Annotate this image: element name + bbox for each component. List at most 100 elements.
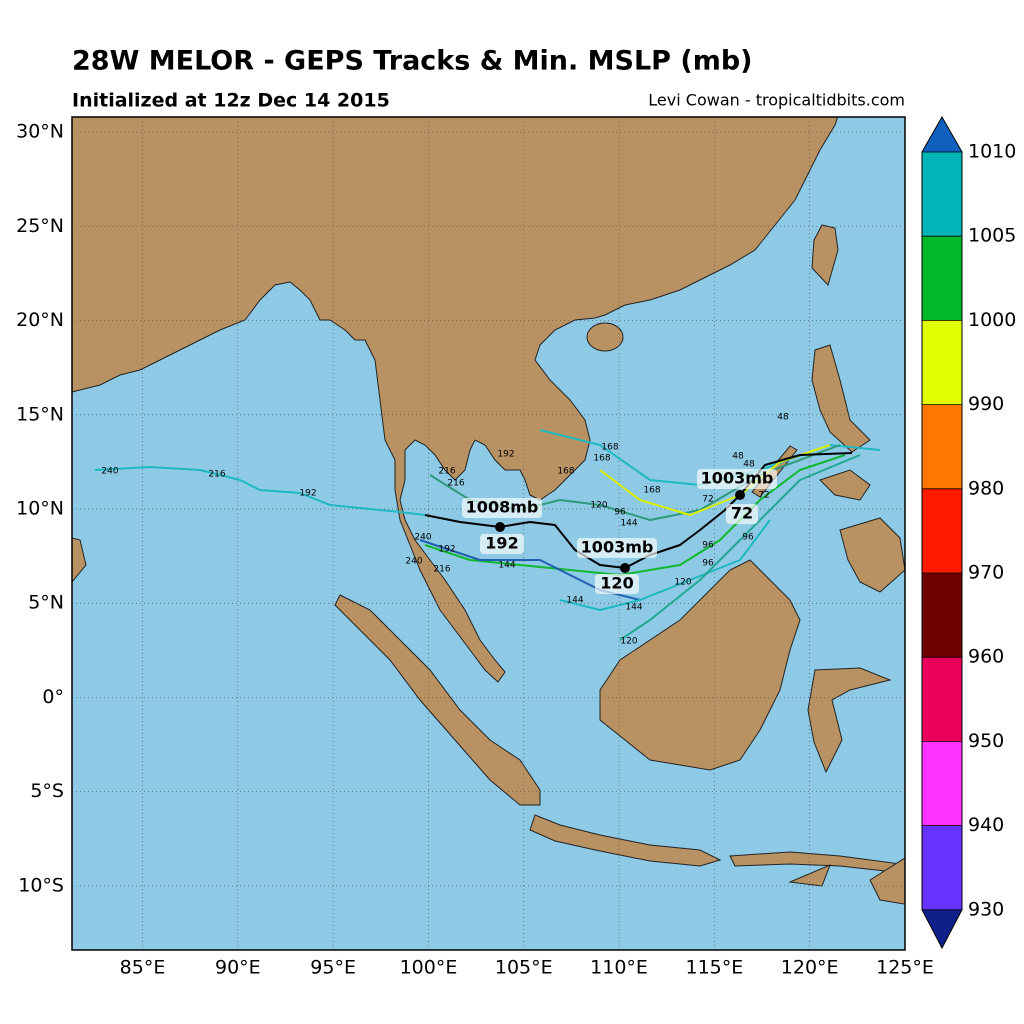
subtitle: Initialized at 12z Dec 14 2015 bbox=[72, 90, 390, 112]
colorbar-segment bbox=[922, 404, 962, 489]
taiwan bbox=[811, 224, 839, 286]
colorbar-label: 940 bbox=[968, 814, 1004, 836]
colorbar-extend-bottom bbox=[922, 909, 962, 948]
colorbar-label: 990 bbox=[968, 393, 1004, 415]
annotation: 1003mb bbox=[701, 469, 774, 488]
colorbar-extend-top bbox=[922, 117, 962, 152]
lat-label: 5°S bbox=[30, 780, 64, 802]
mindanao bbox=[839, 517, 905, 593]
annotation-bg bbox=[595, 574, 639, 594]
lon-label: 100°E bbox=[400, 957, 458, 979]
lon-label: 115°E bbox=[685, 957, 743, 979]
hour-label: 48 bbox=[777, 413, 789, 423]
hour-label: 96 bbox=[742, 533, 754, 543]
hour-label: 240 bbox=[414, 533, 431, 543]
java bbox=[529, 814, 722, 867]
hour-label: 96 bbox=[702, 541, 714, 551]
colorbar-segment bbox=[922, 236, 962, 321]
colorbar-label: 930 bbox=[968, 898, 1004, 920]
hour-label: 168 bbox=[601, 443, 618, 453]
colorbar-label: 1010 bbox=[968, 141, 1016, 163]
hour-label: 144 bbox=[498, 561, 515, 571]
colorbar-label: 960 bbox=[968, 646, 1004, 668]
lon-label: 120°E bbox=[781, 957, 839, 979]
labels: 240 2161922162162401922402161921681681681… bbox=[101, 413, 789, 647]
lat-label: 25°N bbox=[16, 215, 64, 237]
sumatra bbox=[334, 594, 541, 806]
colorbar-label: 950 bbox=[968, 730, 1004, 752]
hour-label: 216 bbox=[447, 479, 464, 489]
lat-label: 0° bbox=[42, 686, 64, 708]
map: 240 2161922162162401922402161921681681681… bbox=[72, 117, 905, 950]
colorbar: 1010 1005 1000 990 980 970 960 950 940 930 bbox=[921, 115, 1016, 950]
hour-label: 96 bbox=[614, 508, 626, 518]
new-guinea bbox=[869, 857, 905, 905]
hour-label: 216 bbox=[433, 565, 450, 575]
hour-label: 168 bbox=[557, 467, 574, 477]
lat-label: 30°N bbox=[16, 121, 64, 143]
annotation-bg bbox=[577, 538, 657, 558]
map-frame bbox=[71, 116, 906, 951]
hour-label: 168 bbox=[593, 454, 610, 464]
hour-label: 192 bbox=[299, 489, 316, 499]
track bbox=[94, 466, 426, 516]
annotation: 1003mb bbox=[581, 538, 654, 557]
hour-label: 96 bbox=[702, 559, 714, 569]
hour-label: 120 bbox=[590, 501, 607, 511]
lon-label: 85°E bbox=[120, 957, 166, 979]
colorbar-segment bbox=[922, 657, 962, 742]
lat-label: 15°N bbox=[16, 403, 64, 425]
track bbox=[619, 454, 861, 641]
title: 28W MELOR - GEPS Tracks & Min. MSLP (mb) bbox=[72, 46, 753, 77]
hour-label: 48 bbox=[732, 452, 744, 462]
colorbar-label: 1000 bbox=[968, 309, 1016, 331]
colorbar-segment bbox=[922, 320, 962, 405]
hour-label: 240 bbox=[405, 557, 422, 567]
colorbar-label: 980 bbox=[968, 477, 1004, 499]
lat-label: 20°N bbox=[16, 309, 64, 331]
colorbar-label: 970 bbox=[968, 562, 1004, 584]
center-dot bbox=[495, 522, 505, 532]
credit: Levi Cowan - tropicaltidbits.com bbox=[648, 91, 905, 110]
hour-label: 144 bbox=[566, 596, 583, 606]
hour-label: 144 bbox=[620, 519, 637, 529]
center-dot bbox=[735, 490, 745, 500]
lon-label: 90°E bbox=[215, 957, 261, 979]
annotation: 192 bbox=[485, 534, 518, 553]
lon-label: 105°E bbox=[495, 957, 553, 979]
hour-label: 48 bbox=[743, 460, 755, 470]
lat-label: 5°N bbox=[28, 592, 64, 614]
lat-label: 10°S bbox=[18, 874, 64, 896]
colorbar-segment bbox=[922, 152, 962, 237]
annotation: 72 bbox=[731, 504, 753, 523]
hour-label: 192 bbox=[497, 450, 514, 460]
annotation-bg bbox=[726, 504, 758, 524]
annotation-bg bbox=[462, 498, 542, 518]
hour-label: 120 bbox=[620, 637, 637, 647]
luzon bbox=[811, 344, 871, 453]
hour-label: 120 bbox=[674, 578, 691, 588]
center-dot bbox=[620, 563, 630, 573]
hour-label: 216 bbox=[208, 470, 225, 480]
lon-label: 95°E bbox=[310, 957, 356, 979]
lon-label: 110°E bbox=[590, 957, 648, 979]
colorbar-segment bbox=[922, 573, 962, 658]
colorbar-segment bbox=[922, 825, 962, 910]
hour-label: 192 bbox=[438, 545, 455, 555]
colorbar-segment bbox=[922, 488, 962, 573]
hainan bbox=[586, 322, 624, 352]
hour-label: 144 bbox=[625, 603, 642, 613]
annotation: 120 bbox=[600, 574, 633, 593]
hour-label: 72 bbox=[758, 491, 769, 501]
hour-label: 216 bbox=[438, 467, 455, 477]
hour-label: 240 bbox=[101, 467, 118, 477]
track bbox=[559, 519, 771, 611]
lon-label: 125°E bbox=[876, 957, 934, 979]
hour-label: 72 bbox=[702, 495, 713, 505]
visayas bbox=[819, 469, 871, 501]
mainland bbox=[72, 117, 839, 683]
track bbox=[424, 454, 846, 576]
annotation-bg bbox=[480, 534, 524, 554]
borneo bbox=[599, 559, 801, 771]
